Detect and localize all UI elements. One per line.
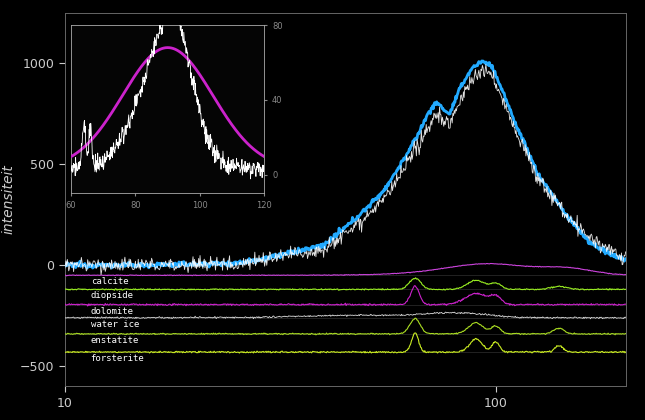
Text: water ice: water ice bbox=[91, 320, 139, 329]
Text: dolomite: dolomite bbox=[91, 307, 134, 315]
Y-axis label: intensiteit: intensiteit bbox=[1, 165, 15, 234]
Text: calcite: calcite bbox=[91, 277, 128, 286]
Text: diopside: diopside bbox=[91, 291, 134, 300]
Text: enstatite: enstatite bbox=[91, 336, 139, 345]
Text: forsterite: forsterite bbox=[91, 354, 144, 363]
